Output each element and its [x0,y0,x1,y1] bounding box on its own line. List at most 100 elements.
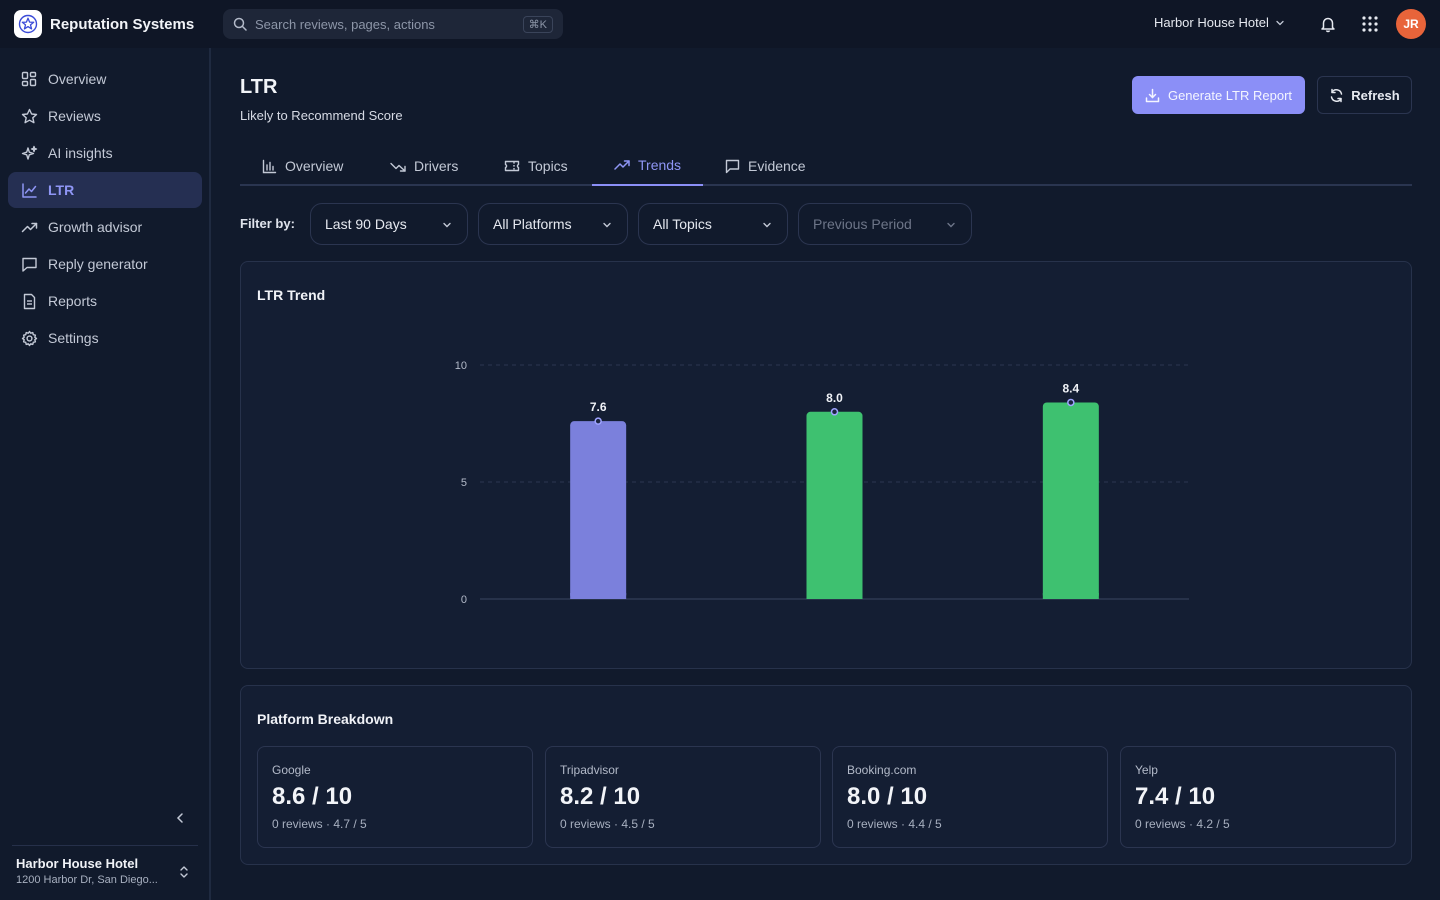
sidebar-item-ltr[interactable]: LTR [8,172,202,208]
tab-label: Evidence [748,158,806,174]
ltr-trend-title: LTR Trend [257,287,326,303]
location-switcher-button[interactable] [178,864,194,882]
compare-select[interactable]: Previous Period [798,203,972,245]
tab-topics[interactable]: Topics [482,146,590,186]
chart-point [830,408,839,416]
sidebar-item-label: AI insights [48,145,113,161]
message-icon [725,159,740,173]
search-shortcut: ⌘K [522,15,553,33]
chevron-down-icon [1276,20,1284,25]
platform-select[interactable]: All Platforms [478,203,628,245]
page-subtitle: Likely to Recommend Score [240,108,403,123]
sidebar-divider [12,845,198,846]
platform-score: 7.4 / 10 [1135,783,1216,810]
tab-label: Trends [638,157,682,173]
top-bar: Reputation Systems Search reviews, pages… [0,0,1440,48]
tab-drivers[interactable]: Drivers [368,146,480,186]
platform-meta: 0 reviews · 4.5 / 5 [560,817,655,831]
platform-breakdown-card: Platform Breakdown Google 8.6 / 10 0 rev… [240,685,1412,865]
location-name: Harbor House Hotel [16,856,139,871]
hotel-switcher-label: Harbor House Hotel [1154,15,1269,30]
tab-evidence[interactable]: Evidence [703,146,828,186]
ltr-trend-chart: 0 5 10 7.6 8.0 8.4 [455,360,1189,606]
sidebar-item-label: LTR [48,182,75,198]
platform-card-tripadvisor[interactable]: Tripadvisor 8.2 / 10 0 reviews · 4.5 / 5 [545,746,821,848]
generate-ltr-report-label: Generate LTR Report [1167,87,1293,103]
topic-select-value: All Topics [653,216,712,232]
apps-grid-icon[interactable] [1360,14,1380,34]
tabs-divider [240,184,1412,186]
collapse-sidebar-button[interactable] [170,808,190,828]
platform-select-value: All Platforms [493,216,572,232]
topic-select[interactable]: All Topics [638,203,788,245]
sidebar-item-label: Reviews [48,108,101,124]
sidebar-item-label: Reports [48,293,98,309]
platform-name: Booking.com [847,763,917,777]
search-icon [233,17,247,31]
sidebar-item-reviews[interactable]: Reviews [8,98,202,134]
message-icon [20,255,38,273]
refresh-button[interactable]: Refresh [1317,76,1412,114]
sidebar-item-overview[interactable]: Overview [8,61,202,97]
platform-name: Tripadvisor [560,763,619,777]
ltr-trend-card: LTR Trend 0 5 10 7.6 8.0 8.4 [240,261,1412,669]
platform-score: 8.6 / 10 [272,783,353,810]
app-name: Reputation Systems [50,15,195,33]
trending-down-icon [390,162,406,172]
sidebar-item-reply-generator[interactable]: Reply generator [8,246,202,282]
y-tick-label: 10 [455,360,467,372]
sidebar-item-label: Reply generator [48,256,148,272]
data-label: 8.0 [826,391,843,405]
refresh-icon [1331,88,1343,102]
platform-meta: 0 reviews · 4.7 / 5 [272,817,367,831]
data-label: 8.4 [1062,381,1079,395]
chart-bar-base [1042,593,1099,599]
tab-overview[interactable]: Overview [240,146,365,186]
search-placeholder: Search reviews, pages, actions [255,16,435,32]
ticket-icon [504,160,520,172]
tab-label: Drivers [414,158,459,174]
brand[interactable]: Reputation Systems [14,10,194,38]
generate-ltr-report-button[interactable]: Generate LTR Report [1132,76,1305,114]
bell-icon[interactable] [1318,14,1338,34]
chart-bar [570,421,627,599]
logo-icon [14,10,42,38]
chart-bar-base [570,593,627,599]
sidebar-item-label: Overview [48,71,107,87]
avatar[interactable]: JR [1396,9,1426,39]
sidebar-item-ai-insights[interactable]: AI insights [8,135,202,171]
document-icon [20,292,38,310]
gear-icon [20,329,38,347]
hotel-switcher[interactable]: Harbor House Hotel [1154,15,1285,30]
platform-card-google[interactable]: Google 8.6 / 10 0 reviews · 4.7 / 5 [257,746,533,848]
sidebar-item-growth-advisor[interactable]: Growth advisor [8,209,202,245]
platform-card-yelp[interactable]: Yelp 7.4 / 10 0 reviews · 4.2 / 5 [1120,746,1396,848]
period-select-value: Last 90 Days [325,216,407,232]
sidebar-item-settings[interactable]: Settings [8,320,202,356]
chart-point [1067,398,1075,407]
chart-bar [1042,402,1099,599]
tab-trends[interactable]: Trends [592,146,704,186]
sidebar-item-reports[interactable]: Reports [8,283,202,319]
sidebar: Overview Reviews AI insights LTR Growth … [0,48,211,900]
download-icon [1145,88,1160,102]
chart-bar-base [806,593,863,599]
chart-point [594,417,602,425]
tab-label: Topics [528,158,568,174]
trending-up-icon [614,159,630,170]
search-input[interactable]: Search reviews, pages, actions ⌘K [223,9,563,39]
platform-card-booking[interactable]: Booking.com 8.0 / 10 0 reviews · 4.4 / 5 [832,746,1108,848]
line-chart-icon [20,181,38,199]
platform-name: Google [272,763,311,777]
platform-name: Yelp [1135,763,1158,777]
period-select[interactable]: Last 90 Days [310,203,468,245]
chevron-left-icon [176,813,183,823]
y-tick-label: 5 [461,477,467,489]
page-title: LTR [240,76,278,98]
chevron-down-icon [443,222,451,228]
platform-score: 8.2 / 10 [560,783,641,810]
bar-chart-icon [262,159,277,173]
platform-breakdown-title: Platform Breakdown [257,711,394,727]
chevron-down-icon [763,222,771,228]
tab-label: Overview [285,158,344,174]
